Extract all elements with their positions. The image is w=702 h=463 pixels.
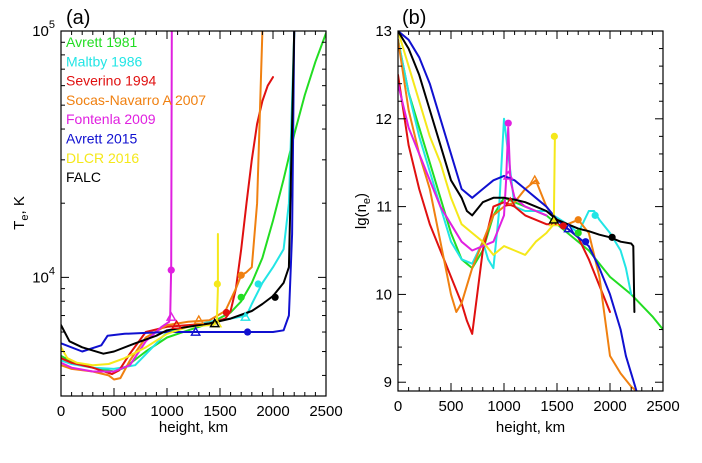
panel-a-marker-fontenla-2009-triangle (165, 311, 177, 321)
panel-b-xtick-label: 500 (438, 398, 463, 415)
panel-a-markers-group (165, 266, 279, 336)
panel-b-series-socas-navarro-a-2007 (398, 38, 638, 391)
panel-b-ytick-label: 13 (375, 23, 392, 40)
panel-b-label: (b) (402, 7, 426, 29)
panel-b-ticks: 0 500 1000 1500 2000 2500 9 10 11 12 13 (375, 23, 679, 415)
panel-a-series-fontenla-2009 (61, 31, 173, 373)
panel-a-xtick-label: 0 (57, 403, 65, 420)
panel-a-ytick-label: 104 (32, 265, 55, 286)
panel-a-ylabel-main: T (11, 221, 28, 230)
panel-b-ytick-label: 11 (376, 199, 392, 216)
panel-b-ytick-label: 9 (384, 374, 392, 391)
panel-b-marker-socas-navarro-a-2007-triangle (529, 174, 541, 185)
panel-b-series-maltby-1986 (398, 38, 633, 296)
panel-b-xtick-label: 2500 (646, 398, 679, 415)
panel-a-marker-dlcr-2016-circle (213, 280, 221, 288)
panel-b-series-falc (398, 31, 636, 313)
panel-a-xtick-label: 2500 (309, 403, 342, 420)
panel-b-marker-maltby-1986-circle (591, 211, 599, 219)
panel-b-marker-falc-triangle (548, 214, 560, 224)
panel-a-frame (60, 30, 327, 397)
panel-b-series-dlcr-2016 (398, 31, 556, 256)
panel-b-marker-dlcr-2016-triangle (548, 216, 560, 227)
panel-a: (a) 0 500 1000 1500 2000 2500 104 105 height, k… (11, 7, 343, 436)
legend-entry-socas-navarro-a-2007: Socas-Navarro A 2007 (66, 92, 206, 108)
panel-a-marker-maltby-1986-triangle (240, 311, 251, 321)
panel-b-markers-group (502, 119, 616, 246)
panel-a-marker-falc-circle (271, 293, 279, 301)
panel-a-marker-falc-triangle (209, 317, 221, 328)
panel-b-xtick-label: 1500 (540, 398, 573, 415)
panel-a-legend: Avrett 1981 Maltby 1986 Severino 1994 Socas… (66, 34, 206, 185)
panel-a-marker-severino-1994-circle (222, 308, 230, 317)
panel-a-marker-maltby-1986-circle (254, 280, 262, 288)
legend-entry-falc: FALC (66, 169, 101, 185)
panel-a-series-maltby-1986 (61, 32, 296, 370)
panel-a-xtick-label: 500 (101, 403, 126, 420)
panel-a-xtick-label: 2000 (256, 403, 289, 420)
panel-b-series-avrett-2015 (398, 31, 638, 391)
panel-a-xtick-label: 1500 (203, 403, 236, 420)
panel-a-marker-fontenla-2009-circle (167, 266, 175, 274)
panel-a-marker-socas-navarro-a-2007-triangle (193, 314, 205, 325)
panel-b-ylabel-main: lg(n (353, 204, 370, 229)
legend-entry-severino-1994: Severino 1994 (66, 73, 157, 89)
panel-b-series-fontenla-2009 (398, 82, 548, 252)
panel-b-marker-fontenla-2009-triangle (502, 170, 514, 180)
panel-b-marker-socas-navarro-a-2007-circle (574, 216, 582, 224)
panel-a-marker-avrett-1981-circle (237, 293, 245, 301)
panel-b-marker-severino-1994-triangle (504, 196, 516, 207)
panel-b-xtick-label: 2000 (593, 398, 626, 415)
panel-b-marker-avrett-1981-circle (574, 229, 582, 237)
panel-a-ylabel-suffix: , K (11, 196, 28, 214)
panel-b-marker-dlcr-2016-circle (550, 132, 558, 140)
panel-b-marker-severino-1994-circle (559, 222, 567, 230)
panel-a-ylabel: Te, K (11, 196, 31, 230)
panel-b-frame (397, 30, 664, 392)
panel-b-marker-fontenla-2009-circle (504, 119, 512, 127)
panel-a-marker-avrett-2015-circle (243, 328, 252, 336)
panel-b: (b) 0 500 1000 1500 2000 2500 9 10 11 12 13 height… (353, 7, 680, 436)
panel-a-xlabel: height, km (159, 419, 228, 436)
panel-b-marker-avrett-2015-circle (582, 238, 590, 246)
panel-b-series-group (398, 31, 663, 391)
panel-b-marker-avrett-2015-triangle (563, 222, 575, 233)
legend-entry-dlcr-2016: DLCR 2016 (66, 150, 139, 166)
panel-b-xlabel: height, km (496, 419, 565, 436)
legend-entry-maltby-1986: Maltby 1986 (66, 53, 142, 69)
panel-a-marker-socas-navarro-a-2007-circle (237, 271, 245, 279)
legend-entry-fontenla-2009: Fontenla 2009 (66, 111, 156, 127)
panel-a-marker-avrett-2015-triangle (190, 326, 202, 336)
panel-b-marker-falc-circle (608, 233, 616, 241)
panel-b-ytick-label: 12 (375, 111, 392, 128)
panel-b-ylabel-sub: e (361, 198, 373, 204)
legend-entry-avrett-2015: Avrett 2015 (66, 131, 138, 147)
panel-a-series-falc (61, 31, 296, 355)
panel-b-ylabel-suffix: ) (353, 193, 370, 198)
panel-b-ytick-label: 10 (375, 286, 392, 303)
legend-entry-avrett-1981: Avrett 1981 (66, 34, 138, 50)
panel-b-ylabel: lg(ne) (353, 193, 373, 229)
panel-a-xtick-label: 1000 (150, 403, 183, 420)
panel-a-marker-severino-1994-triangle (171, 319, 182, 329)
panel-a-ytick-label: 105 (32, 19, 55, 40)
panel-b-xtick-label: 0 (394, 398, 402, 415)
panel-a-label: (a) (66, 7, 90, 29)
panel-b-xtick-label: 1000 (487, 398, 520, 415)
panel-a-ylabel-sub: e (19, 215, 31, 221)
